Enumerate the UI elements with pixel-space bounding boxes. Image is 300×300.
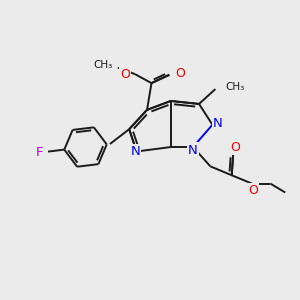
Text: N: N — [213, 117, 223, 130]
Text: O: O — [175, 67, 185, 80]
Text: CH₃: CH₃ — [225, 82, 244, 92]
Text: O: O — [248, 184, 258, 196]
Text: N: N — [130, 145, 140, 158]
Text: O: O — [120, 68, 130, 81]
Text: CH₃: CH₃ — [93, 60, 112, 70]
Text: O: O — [230, 141, 240, 154]
Text: F: F — [36, 146, 44, 159]
Text: N: N — [188, 143, 198, 157]
